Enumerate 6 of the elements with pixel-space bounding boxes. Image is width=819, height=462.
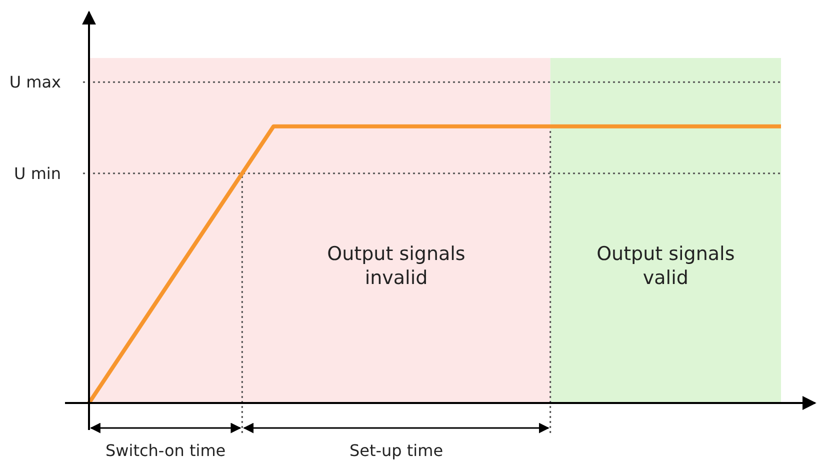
ref-line-label: U min [14, 164, 61, 183]
text: Set-up time [349, 441, 444, 460]
annotation: Output signals valid [596, 243, 735, 289]
annotation: Output signals invalid [327, 243, 466, 289]
text: Switch-on time [106, 441, 226, 460]
ref-line-label: U max [9, 72, 61, 92]
